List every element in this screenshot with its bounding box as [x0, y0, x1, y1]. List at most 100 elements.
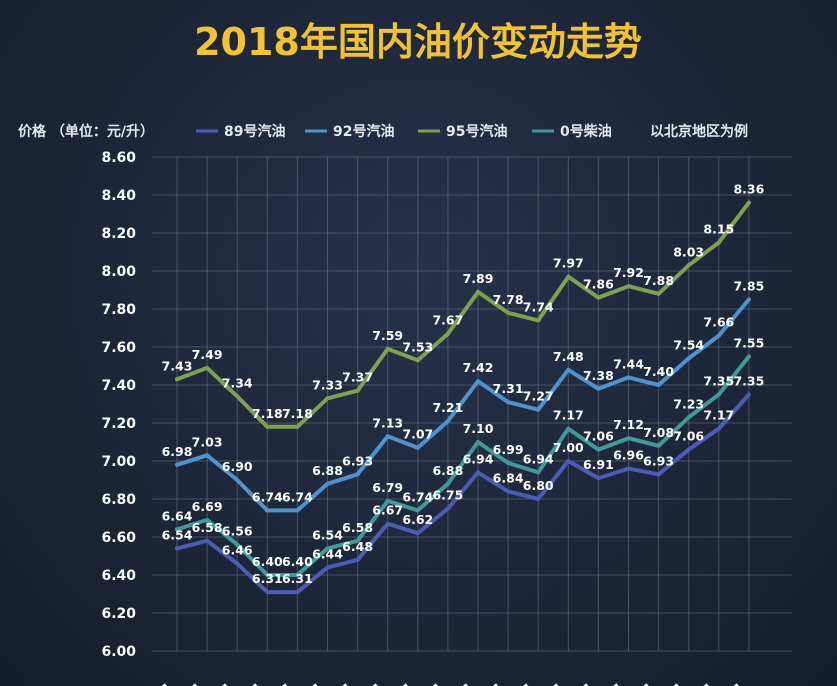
- x-tick-label: 8日: [480, 682, 507, 686]
- data-point: [566, 367, 571, 372]
- data-point: [265, 573, 270, 577]
- data-label: 7.21: [432, 400, 463, 415]
- data-label: 6.93: [342, 453, 373, 468]
- x-tick-label: 20日: [624, 682, 657, 686]
- x-tick-label: 9日: [209, 682, 236, 686]
- data-point: [476, 440, 480, 444]
- data-point: [415, 445, 420, 450]
- data-point: [506, 489, 511, 494]
- data-point: [626, 284, 631, 289]
- y-axis-label: 价格 （单位：元/升）: [18, 123, 154, 140]
- data-point: [445, 419, 450, 424]
- data-label: 7.34: [222, 375, 253, 390]
- y-tick-label: 8.40: [101, 188, 136, 204]
- data-label: 7.67: [432, 313, 463, 328]
- data-point: [265, 590, 270, 595]
- data-label: 7.18: [252, 406, 283, 421]
- data-label: 6.84: [493, 470, 524, 485]
- x-tick-label: 9日: [540, 682, 567, 686]
- data-point: [355, 557, 360, 562]
- data-point: [626, 466, 631, 471]
- x-tick-label: 28日: [293, 682, 326, 686]
- data-label: 6.93: [643, 453, 674, 468]
- data-label: 7.49: [192, 347, 223, 362]
- data-label: 7.23: [673, 396, 704, 411]
- data-label: 7.12: [613, 417, 644, 432]
- data-point: [235, 478, 240, 482]
- data-point: [656, 472, 661, 477]
- data-point: [536, 497, 541, 501]
- data-point: [385, 346, 390, 351]
- data-point: [716, 333, 721, 338]
- x-tick-label: 6日: [601, 682, 628, 686]
- data-label: 6.58: [342, 520, 373, 535]
- data-label: 6.74: [282, 489, 313, 504]
- data-label: 7.42: [463, 360, 494, 375]
- data-point: [265, 508, 270, 513]
- data-label: 6.94: [463, 451, 494, 466]
- data-point: [175, 462, 179, 467]
- data-point: [566, 459, 571, 463]
- data-point: [596, 476, 601, 481]
- data-point: [445, 331, 450, 336]
- data-point: [445, 481, 450, 486]
- y-axis-ticks: 6.00 6.20 6.40 6.60 6.80 7.00 7.20 7.40 7.60 7.80…: [101, 150, 136, 660]
- data-label: 7.00: [553, 440, 584, 455]
- data-label: 7.59: [372, 328, 403, 343]
- y-tick-label: 6.40: [101, 568, 136, 584]
- data-label: 7.31: [493, 381, 524, 396]
- data-label: 6.69: [192, 499, 223, 514]
- data-point: [686, 415, 691, 420]
- x-tick-label: 14日: [263, 682, 296, 686]
- y-tick-label: 6.60: [101, 530, 136, 546]
- data-label: 6.99: [493, 442, 524, 457]
- chart-title: 2018年国内油价变动走势: [194, 20, 642, 64]
- data-point: [205, 517, 210, 522]
- data-point: [686, 447, 691, 452]
- data-point: [385, 434, 390, 439]
- y-tick-label: 8.00: [101, 264, 136, 280]
- data-point: [295, 424, 300, 429]
- data-point: [325, 481, 330, 486]
- data-label: 6.31: [252, 571, 283, 586]
- data-label: 6.48: [342, 539, 373, 554]
- y-tick-label: 8.20: [101, 226, 136, 242]
- data-point: [596, 447, 601, 452]
- y-tick-label: 7.20: [101, 416, 136, 432]
- data-point: [536, 470, 541, 475]
- data-label: 6.56: [222, 524, 253, 539]
- data-point: [295, 508, 300, 513]
- data-point: [596, 295, 601, 300]
- data-point: [355, 538, 360, 543]
- data-label: 7.89: [463, 271, 494, 286]
- data-point: [476, 379, 480, 384]
- data-label: 7.78: [493, 292, 524, 307]
- x-tick-label: 11日: [413, 682, 446, 686]
- data-point: [746, 354, 751, 359]
- data-label: 7.85: [733, 279, 764, 294]
- data-label: 7.44: [613, 356, 644, 371]
- x-tick-label: 17日: [684, 682, 717, 686]
- series-lines: [175, 200, 751, 595]
- data-point: [325, 546, 330, 551]
- y-tick-label: 6.80: [101, 492, 136, 508]
- data-point: [476, 289, 480, 294]
- data-point: [746, 392, 751, 397]
- data-label: 7.43: [162, 358, 193, 373]
- data-label: 7.48: [553, 349, 584, 364]
- y-tick-label: 6.00: [101, 644, 136, 660]
- x-tick-label: 12日: [142, 682, 175, 686]
- data-point: [476, 470, 480, 475]
- data-point: [506, 460, 511, 465]
- data-label: 7.35: [733, 374, 764, 389]
- data-point: [445, 506, 450, 511]
- data-point: [175, 546, 179, 551]
- data-label: 7.07: [402, 427, 433, 442]
- data-point: [656, 383, 661, 387]
- data-point: [415, 508, 420, 513]
- data-label: 6.58: [192, 520, 223, 535]
- data-label: 6.46: [222, 543, 253, 558]
- y-tick-label: 7.40: [101, 378, 136, 394]
- legend-label: 89号汽油: [224, 123, 285, 140]
